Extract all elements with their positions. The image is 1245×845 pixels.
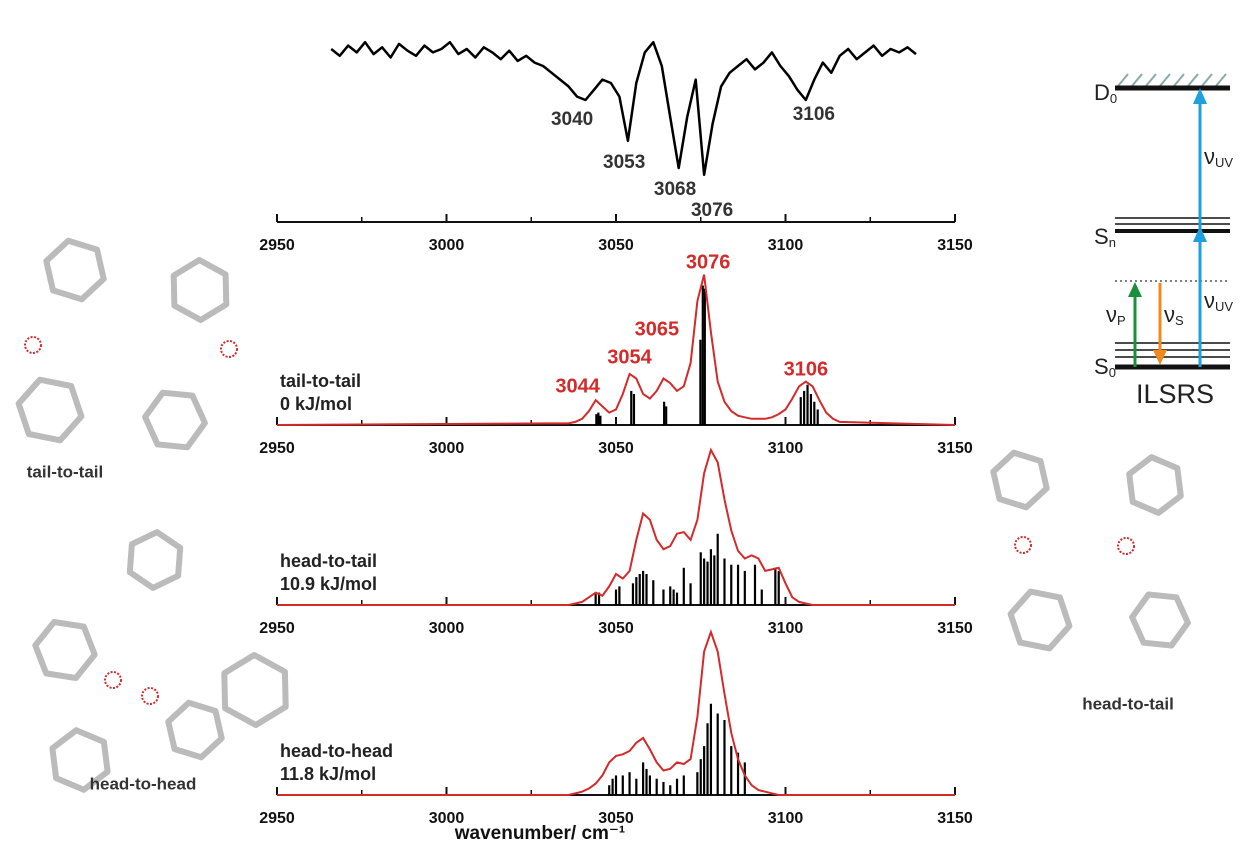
- calculated-curve: [277, 632, 955, 795]
- molecule-ring: [1129, 457, 1181, 513]
- x-tick-label: 3000: [429, 620, 465, 637]
- transition-label: νUV: [1204, 288, 1233, 315]
- structure-caption: head-to-head: [90, 774, 197, 793]
- level-label: Sn: [1094, 224, 1116, 251]
- x-tick-label: 2950: [259, 810, 295, 827]
- peak-label: 3053: [603, 152, 645, 173]
- molecule-ring: [145, 393, 205, 448]
- energy-diagram: D0 Sn S0 νUV νP νS νUV ILSRS: [1094, 74, 1233, 409]
- oxygen-marker: [25, 337, 41, 353]
- x-tick-label: 3100: [768, 810, 804, 827]
- peak-label: 3076: [686, 251, 731, 273]
- x-tick-label: 3150: [937, 620, 973, 637]
- oxygen-marker: [1015, 537, 1031, 553]
- x-tick-label: 3150: [937, 810, 973, 827]
- conformer-energy: 11.8 kJ/mol: [280, 764, 376, 784]
- molecule-ring: [130, 532, 180, 588]
- oxygen-marker: [105, 672, 121, 688]
- structure-caption: head-to-tail: [1082, 694, 1174, 713]
- x-tick-label: 2950: [259, 237, 295, 254]
- conformer-label: tail-to-tail: [280, 371, 361, 391]
- peak-label: 3044: [555, 375, 600, 397]
- conformer-energy: 0 kJ/mol: [280, 394, 352, 414]
- transition-label: νP: [1106, 302, 1126, 329]
- peak-label: 3068: [654, 179, 696, 200]
- x-tick-label: 3050: [598, 237, 634, 254]
- oxygen-marker: [142, 688, 158, 704]
- molecule-ring: [19, 380, 82, 441]
- figure: D0 Sn S0 νUV νP νS νUV ILSRS tail-to-tai…: [0, 0, 1245, 845]
- peak-label: 3040: [551, 109, 593, 130]
- peak-label: 3106: [784, 358, 829, 380]
- peak-label: 3065: [635, 318, 680, 340]
- arrow-head: [1128, 282, 1142, 297]
- conformer-energy: 10.9 kJ/mol: [280, 574, 377, 594]
- oxygen-marker: [221, 341, 237, 357]
- peak-label: 3106: [793, 104, 835, 125]
- x-tick-label: 2950: [259, 620, 295, 637]
- peak-label: 3076: [691, 200, 733, 221]
- transition-label: νS: [1164, 302, 1184, 329]
- x-tick-label: 3050: [598, 620, 634, 637]
- arrow-head: [1193, 226, 1207, 242]
- level-label: S0: [1094, 354, 1116, 381]
- conformer-label: head-to-head: [280, 741, 393, 761]
- oxygen-marker: [1118, 538, 1134, 554]
- conformer-label: head-to-tail: [280, 551, 377, 571]
- molecule-ring: [168, 703, 221, 758]
- scheme-label: ILSRS: [1136, 379, 1214, 409]
- calculated-curve: [277, 450, 955, 605]
- x-tick-label: 3000: [429, 237, 465, 254]
- transition-label: νUV: [1204, 144, 1233, 171]
- structure-caption: tail-to-tail: [27, 462, 104, 481]
- molecule-ring: [174, 260, 227, 320]
- x-tick-label: 3100: [768, 620, 804, 637]
- molecule-ring: [1011, 592, 1070, 649]
- x-tick-label: 3100: [768, 440, 804, 457]
- molecule-ring: [1132, 595, 1188, 646]
- peak-label: 3054: [607, 346, 652, 368]
- hatch: [1118, 74, 1226, 86]
- x-axis-label: wavenumber/ cm⁻¹: [454, 823, 626, 844]
- x-tick-label: 2950: [259, 440, 295, 457]
- x-tick-label: 3000: [429, 440, 465, 457]
- x-tick-label: 3150: [937, 237, 973, 254]
- x-tick-label: 3150: [937, 440, 973, 457]
- level-label: D0: [1094, 80, 1117, 107]
- x-tick-label: 3050: [598, 440, 634, 457]
- molecule-ring: [35, 622, 94, 678]
- molecule-structures: [19, 241, 1188, 790]
- molecule-ring: [993, 453, 1046, 508]
- x-tick-label: 3100: [768, 237, 804, 254]
- molecule-ring: [224, 655, 285, 725]
- molecule-ring: [46, 241, 103, 300]
